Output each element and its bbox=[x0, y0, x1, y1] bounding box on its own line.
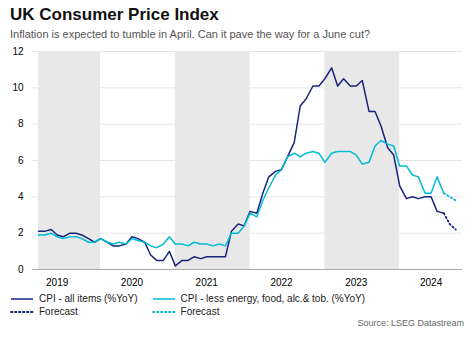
svg-text:2023: 2023 bbox=[345, 277, 368, 288]
html-text:Inflation is expected to tumbl: Inflation is expected to tumble in April… bbox=[10, 28, 371, 40]
svg-text:6: 6 bbox=[18, 155, 24, 166]
svg-text:12: 12 bbox=[12, 46, 24, 57]
svg-text:2: 2 bbox=[18, 227, 24, 238]
html-text:UK Consumer Price Index: UK Consumer Price Index bbox=[10, 5, 219, 24]
svg-text:8: 8 bbox=[18, 118, 24, 129]
svg-text:2021: 2021 bbox=[196, 277, 219, 288]
svg-text:10: 10 bbox=[12, 82, 24, 93]
html-text:Forecast: Forecast bbox=[39, 306, 78, 317]
svg-text:2020: 2020 bbox=[121, 277, 144, 288]
svg-text:2024: 2024 bbox=[420, 277, 443, 288]
html-text:CPI - all items (%YoY): CPI - all items (%YoY) bbox=[39, 293, 138, 304]
html-text:CPI - less energy, food, alc.&: CPI - less energy, food, alc.& tob. (%Yo… bbox=[180, 293, 366, 304]
svg-text:2022: 2022 bbox=[270, 277, 293, 288]
html-text:Forecast: Forecast bbox=[180, 306, 220, 317]
html-text:Source: LSEG Datastream: Source: LSEG Datastream bbox=[357, 318, 464, 328]
svg-text:0: 0 bbox=[18, 264, 24, 275]
svg-text:4: 4 bbox=[18, 191, 24, 202]
svg-text:2019: 2019 bbox=[46, 277, 69, 288]
